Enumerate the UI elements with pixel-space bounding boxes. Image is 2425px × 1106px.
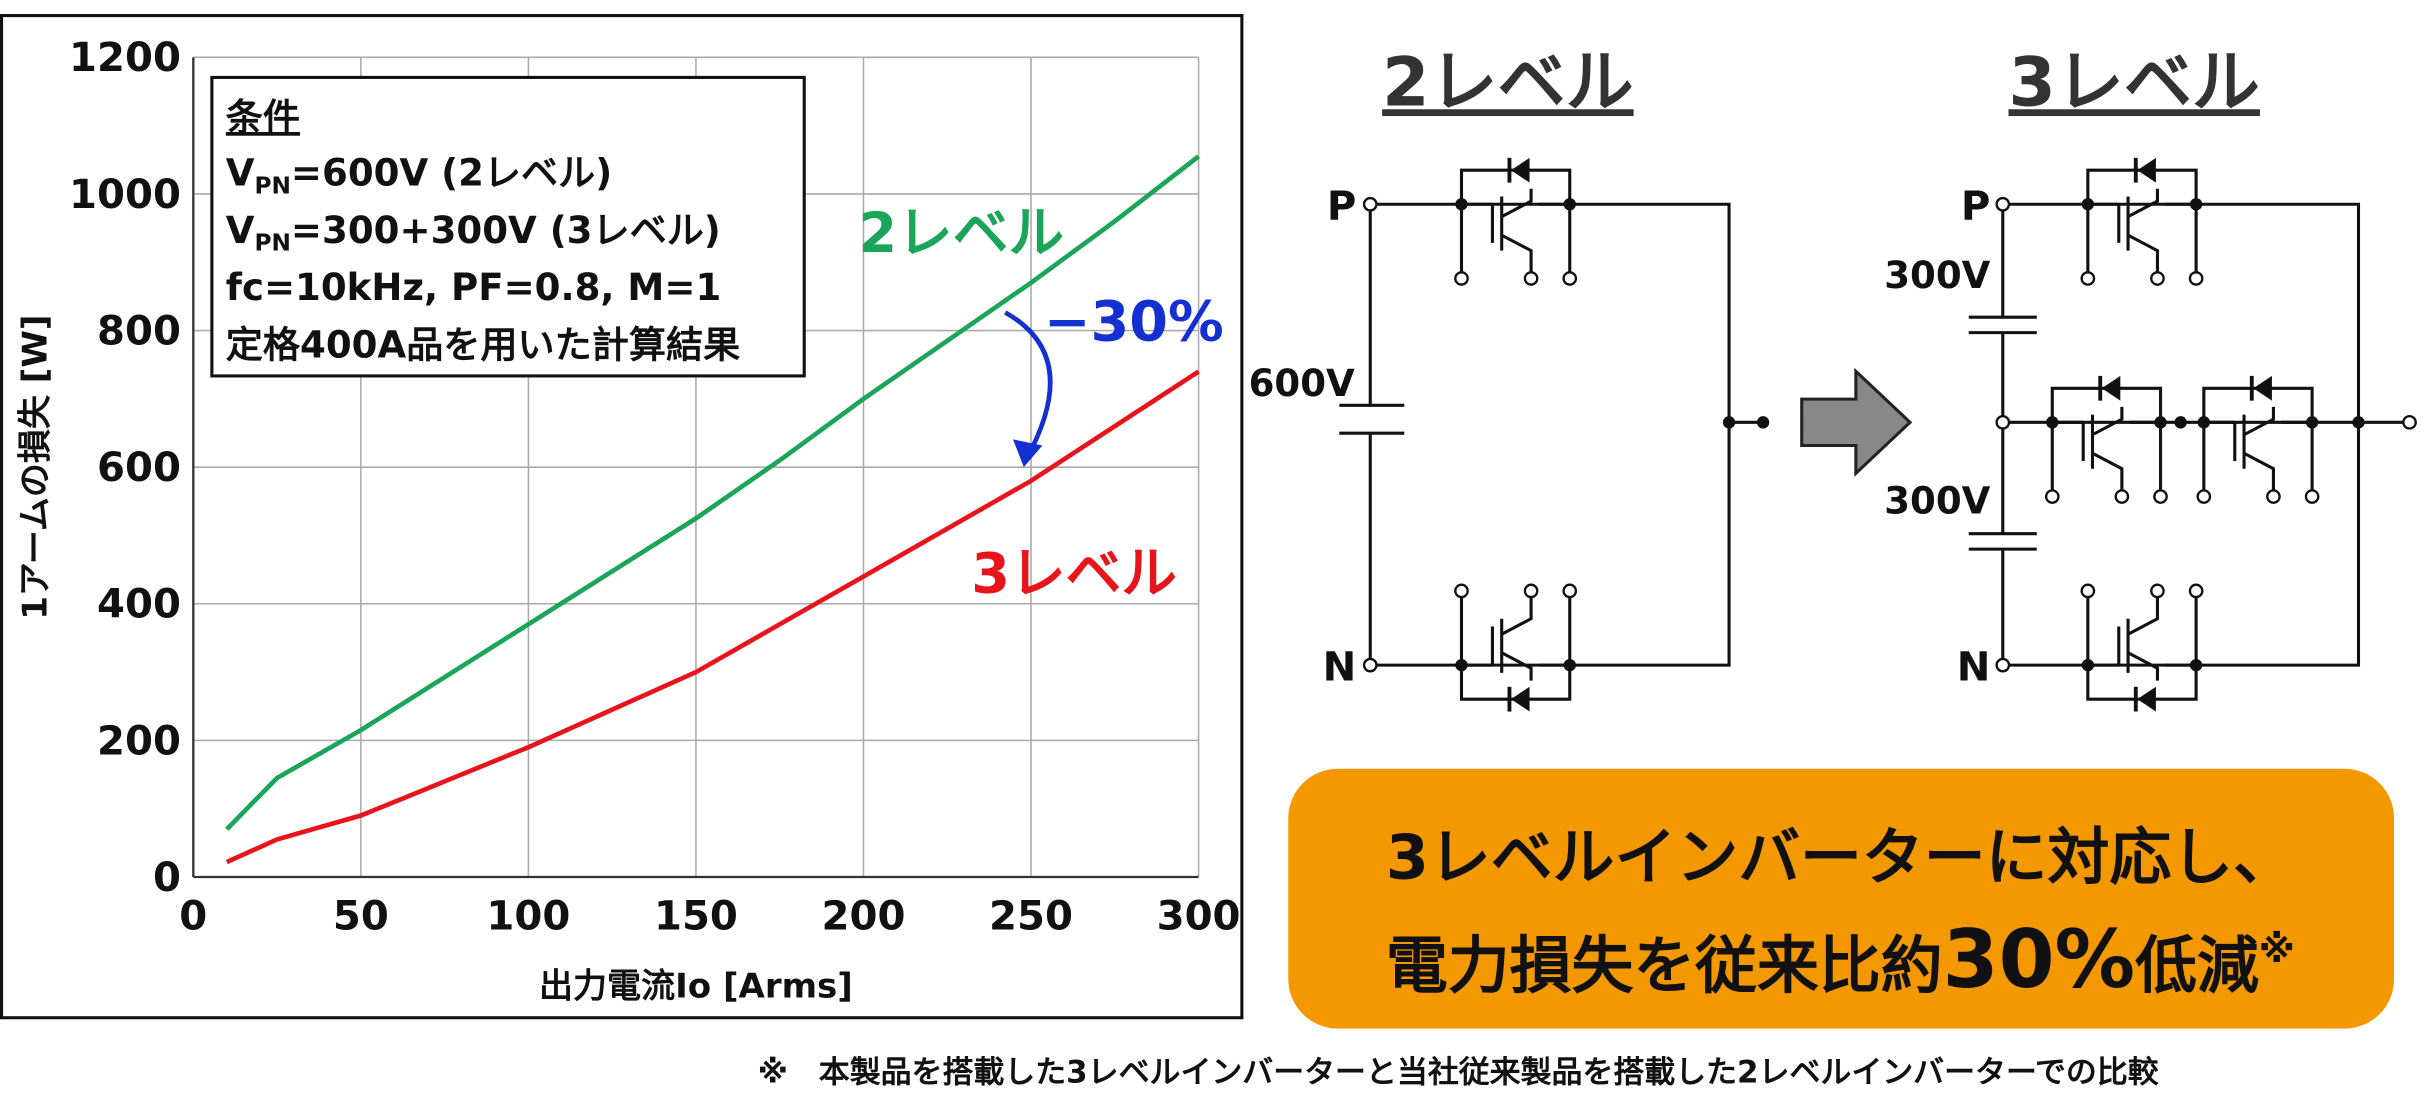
voltage-label: 300V <box>1884 254 1990 297</box>
reduction-arrow <box>1004 310 1053 459</box>
voltage-label: 300V <box>1884 480 1990 523</box>
node-label: P <box>1327 184 1356 230</box>
diagram-title: 3レベル <box>2009 43 2260 122</box>
y-tick-label: 800 <box>97 308 181 354</box>
y-tick-label: 1200 <box>69 35 181 81</box>
x-tick-label: 0 <box>179 894 207 940</box>
series-line <box>225 154 1201 831</box>
callout-line: 3レベルインバーターに対応し、 <box>1386 822 2295 894</box>
voltage-label: 600V <box>1249 362 1355 405</box>
conditions: 条件 VPN=600V (2レベル) VPN=300+300V (3レベル) f… <box>210 75 806 378</box>
series-line <box>225 369 1200 865</box>
chart-frame <box>0 14 1244 1020</box>
y-axis-label: 1アームの損失 [W] <box>15 315 55 620</box>
node-label: N <box>1323 645 1357 691</box>
x-axis-label: 出力電流Io [Arms] <box>539 967 853 1007</box>
node-label: P <box>1961 184 1990 230</box>
x-tick-label: 50 <box>333 894 389 940</box>
conditions-box <box>210 75 806 378</box>
annotation: −30% <box>1044 289 1224 354</box>
diagram: 2レベル 3レベル P N 600V P N 300V 300V <box>1249 43 2417 714</box>
callout-line: 電力損失を従来比約30%低減※ <box>1386 912 2295 1006</box>
y-tick-label: 600 <box>97 445 181 491</box>
arrow <box>1800 367 1913 477</box>
x-tick-label: 200 <box>822 894 906 940</box>
series-label: 2レベル <box>858 201 1064 266</box>
y-tick-label: 1000 <box>69 172 181 218</box>
x-tick-label: 300 <box>1157 894 1241 940</box>
y-tick-label: 0 <box>153 855 181 901</box>
series-label: 3レベル <box>971 541 1177 606</box>
footnote: ※ 本製品を搭載した3レベルインバーターと当社従来製品を搭載した2レベルインバー… <box>758 1055 2160 1091</box>
callout-box <box>1288 768 2395 1029</box>
condition-line: 定格400A品を用いた計算結果 <box>226 323 740 366</box>
condition-line: VPN=600V (2レベル) <box>226 152 612 200</box>
condition-line: VPN=300+300V (3レベル) <box>226 209 721 257</box>
node-label: N <box>1957 645 1991 691</box>
arrow-head <box>1012 439 1043 468</box>
diagram-title: 2レベル <box>1382 43 1633 122</box>
x-tick-label: 100 <box>486 894 570 940</box>
y-tick-label: 400 <box>97 582 181 628</box>
x-tick-label: 250 <box>989 894 1073 940</box>
conditions-title: 条件 <box>226 96 300 139</box>
y-tick-label: 200 <box>97 718 181 764</box>
x-tick-label: 150 <box>654 894 738 940</box>
condition-line: fc=10kHz, PF=0.8, M=1 <box>226 266 721 309</box>
plot: 0 200 400 600 800 1000 1200 0 50 100 150 200 250 300 2… <box>69 35 1241 939</box>
